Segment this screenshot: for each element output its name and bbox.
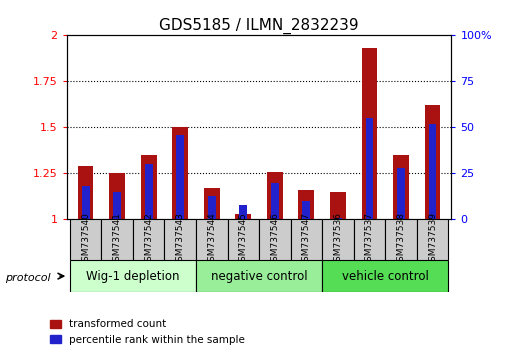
Bar: [113, 192, 121, 219]
Bar: [303, 201, 310, 219]
FancyBboxPatch shape: [353, 219, 385, 260]
Text: GSM737540: GSM737540: [81, 212, 90, 267]
FancyBboxPatch shape: [70, 219, 102, 260]
Bar: [145, 164, 153, 219]
Text: GSM737543: GSM737543: [176, 212, 185, 267]
Bar: [204, 188, 220, 219]
FancyBboxPatch shape: [70, 260, 196, 292]
Text: negative control: negative control: [211, 270, 307, 282]
Bar: [78, 166, 93, 219]
FancyBboxPatch shape: [322, 219, 353, 260]
Text: GSM737546: GSM737546: [270, 212, 280, 267]
Text: GSM737537: GSM737537: [365, 212, 374, 267]
Text: GSM737544: GSM737544: [207, 212, 216, 267]
FancyBboxPatch shape: [133, 219, 165, 260]
Bar: [176, 135, 184, 219]
Bar: [141, 155, 156, 219]
FancyBboxPatch shape: [165, 219, 196, 260]
Legend: transformed count, percentile rank within the sample: transformed count, percentile rank withi…: [46, 315, 249, 349]
FancyBboxPatch shape: [259, 219, 290, 260]
FancyBboxPatch shape: [196, 260, 322, 292]
Text: Wig-1 depletion: Wig-1 depletion: [86, 270, 180, 282]
Bar: [82, 186, 90, 219]
Text: GSM737545: GSM737545: [239, 212, 248, 267]
Text: GSM737539: GSM737539: [428, 212, 437, 267]
Bar: [208, 195, 215, 219]
Bar: [362, 48, 378, 219]
Bar: [334, 218, 342, 219]
Bar: [240, 205, 247, 219]
Text: vehicle control: vehicle control: [342, 270, 429, 282]
Title: GDS5185 / ILMN_2832239: GDS5185 / ILMN_2832239: [159, 18, 359, 34]
Bar: [365, 118, 373, 219]
FancyBboxPatch shape: [417, 219, 448, 260]
FancyBboxPatch shape: [102, 219, 133, 260]
Text: protocol: protocol: [5, 273, 51, 283]
FancyBboxPatch shape: [385, 219, 417, 260]
Bar: [109, 173, 125, 219]
Bar: [425, 105, 440, 219]
Bar: [397, 168, 405, 219]
Bar: [299, 190, 314, 219]
Text: GSM737538: GSM737538: [397, 212, 405, 267]
Bar: [271, 183, 279, 219]
Text: GSM737542: GSM737542: [144, 212, 153, 267]
Bar: [330, 192, 346, 219]
FancyBboxPatch shape: [322, 260, 448, 292]
Text: GSM737547: GSM737547: [302, 212, 311, 267]
Text: GSM737536: GSM737536: [333, 212, 342, 267]
Bar: [393, 155, 409, 219]
Bar: [235, 214, 251, 219]
FancyBboxPatch shape: [196, 219, 228, 260]
FancyBboxPatch shape: [290, 219, 322, 260]
Bar: [428, 124, 437, 219]
Bar: [172, 127, 188, 219]
FancyBboxPatch shape: [228, 219, 259, 260]
Bar: [267, 172, 283, 219]
Text: GSM737541: GSM737541: [113, 212, 122, 267]
